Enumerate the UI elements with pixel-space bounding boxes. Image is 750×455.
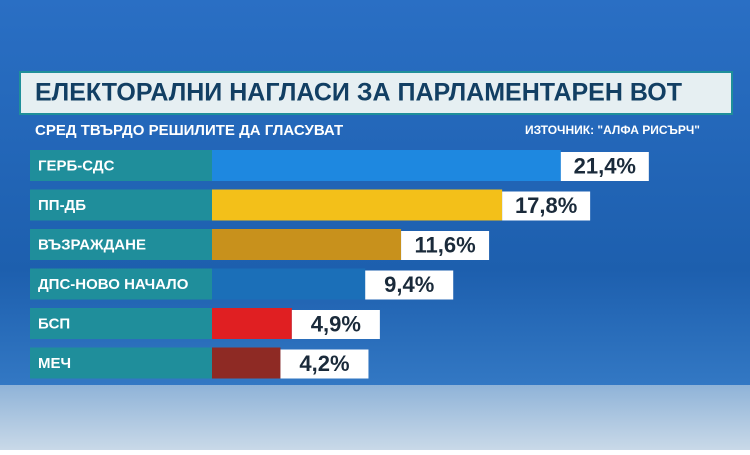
category-label: ПП-ДБ	[38, 197, 86, 214]
label-box	[30, 347, 212, 379]
value-box	[502, 191, 591, 221]
bar	[212, 308, 292, 339]
category-label: ДПС-НОВО НАЧАЛО	[38, 276, 189, 293]
value-label: 17,8%	[515, 193, 577, 218]
value-label: 21,4%	[574, 153, 636, 178]
chart-title: ЕЛЕКТОРАЛНИ НАГЛАСИ ЗА ПАРЛАМЕНТАРЕН ВОТ	[35, 79, 682, 107]
bar	[212, 268, 366, 300]
value-box	[291, 310, 380, 339]
value-box	[560, 152, 649, 181]
label-box	[30, 229, 212, 260]
value-box	[365, 270, 454, 300]
value-box	[280, 349, 369, 379]
bar	[212, 229, 402, 260]
title-bar	[19, 71, 733, 115]
category-label: БСП	[38, 315, 70, 332]
bar	[212, 347, 281, 379]
value-label: 9,4%	[384, 272, 434, 297]
value-label: 4,2%	[299, 351, 349, 376]
bar	[212, 189, 503, 221]
category-label: ГЕРБ-СДС	[38, 157, 115, 174]
value-label: 4,9%	[311, 311, 361, 336]
category-label: МЕЧ	[38, 355, 71, 372]
label-box	[30, 308, 212, 339]
bar	[212, 150, 561, 181]
floor	[0, 385, 750, 450]
category-label: ВЪЗРАЖДАНЕ	[38, 236, 146, 253]
label-box	[30, 189, 212, 221]
label-box	[30, 150, 212, 181]
source: ИЗТОЧНИК: "АЛФА РИСЪРЧ"	[525, 123, 700, 137]
value-box	[401, 231, 490, 260]
subtitle: СРЕД ТВЪРДО РЕШИЛИТЕ ДА ГЛАСУВАТ	[35, 122, 343, 139]
value-label: 11,6%	[414, 232, 475, 257]
label-box	[30, 268, 212, 300]
